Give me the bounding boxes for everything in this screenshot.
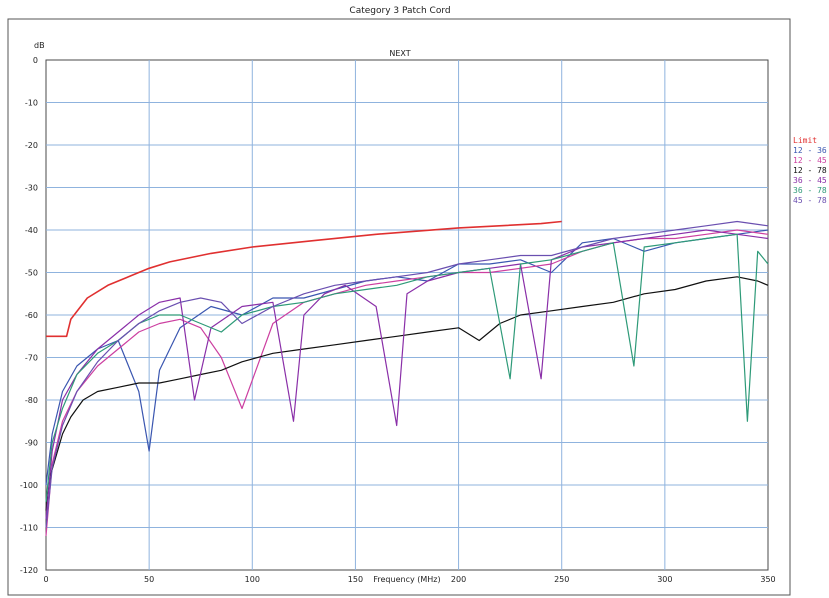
x-tick-label: 50 bbox=[144, 575, 154, 584]
x-tick-label: 150 bbox=[348, 575, 363, 584]
y-tick-label: -50 bbox=[25, 269, 38, 278]
y-tick-label: -10 bbox=[25, 99, 38, 108]
y-tick-label: -70 bbox=[25, 354, 38, 363]
legend-entry-36-78: 36 - 78 bbox=[793, 186, 827, 195]
y-tick-label: -100 bbox=[20, 481, 38, 490]
y-tick-label: -20 bbox=[25, 141, 38, 150]
x-tick-label: 200 bbox=[451, 575, 466, 584]
x-tick-label: 250 bbox=[554, 575, 569, 584]
x-tick-label: 300 bbox=[657, 575, 672, 584]
series-line-45-78 bbox=[45, 220, 769, 528]
legend-entry-45-78: 45 - 78 bbox=[793, 196, 827, 205]
y-tick-label: -30 bbox=[25, 184, 38, 193]
y-axis-label: dB bbox=[34, 41, 45, 50]
y-tick-labels: 0 -10 -20 -30 -40 -50 -60 -70 -80 -90 -100 -110 -120 bbox=[20, 56, 38, 575]
chart-title: NEXT bbox=[389, 49, 410, 58]
legend-entry-12-36: 12 - 36 bbox=[793, 146, 827, 155]
series-line-36-45 bbox=[45, 229, 769, 520]
x-tick-label: 100 bbox=[245, 575, 260, 584]
x-tick-labels: 0 50 100 150 200 250 300 350 bbox=[43, 575, 775, 584]
y-tick-label: -60 bbox=[25, 311, 38, 320]
legend-entry-12-78: 12 - 78 bbox=[793, 166, 827, 175]
y-tick-label: -80 bbox=[25, 396, 38, 405]
y-tick-label: -40 bbox=[25, 226, 38, 235]
legend-entry-limit: Limit bbox=[793, 136, 817, 145]
y-tick-label: -120 bbox=[20, 566, 38, 575]
y-tick-label: -110 bbox=[20, 524, 38, 533]
legend-entry-36-45: 36 - 45 bbox=[793, 176, 827, 185]
series-group bbox=[45, 220, 769, 537]
x-tick-label: 350 bbox=[760, 575, 775, 584]
y-tick-label: -90 bbox=[25, 439, 38, 448]
page-title: Category 3 Patch Cord bbox=[349, 6, 450, 16]
series-line-limit bbox=[46, 220, 562, 338]
series-line-12-78 bbox=[45, 276, 769, 511]
x-tick-label: 0 bbox=[43, 575, 48, 584]
y-tick-label: 0 bbox=[33, 56, 38, 65]
x-axis-label: Frequency (MHz) bbox=[373, 575, 440, 584]
legend-entry-12-45: 12 - 45 bbox=[793, 156, 827, 165]
